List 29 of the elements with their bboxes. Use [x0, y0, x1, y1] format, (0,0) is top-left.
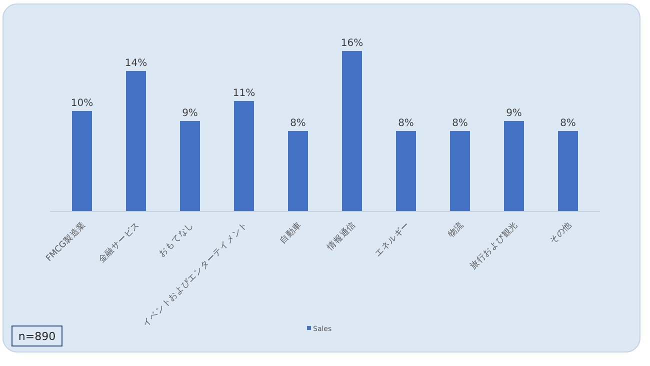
data-label: 14% [124, 58, 148, 69]
data-label: 8% [452, 118, 468, 129]
data-label: 8% [560, 118, 576, 129]
x-tick-label: 情報通信 [324, 219, 358, 254]
bar [72, 111, 92, 211]
bar [180, 121, 200, 211]
bar [396, 131, 416, 211]
bar [342, 51, 362, 211]
data-label: 8% [290, 118, 306, 129]
bar [126, 71, 146, 211]
x-tick-label: その他 [547, 219, 574, 246]
data-label: 9% [182, 108, 198, 119]
bar [504, 121, 524, 211]
bar [234, 101, 254, 211]
data-label: 10% [70, 98, 94, 109]
x-tick-label: おもてなし [157, 220, 196, 259]
data-label: 8% [398, 118, 414, 129]
x-tick-label: 旅行および観光 [468, 219, 520, 272]
bar [450, 131, 470, 211]
x-tick-label: エネルギー [372, 219, 412, 259]
bar [288, 131, 308, 211]
text: n=890 [18, 330, 56, 343]
data-label: 11% [232, 88, 256, 99]
data-label: 16% [340, 38, 364, 49]
bar [558, 131, 578, 211]
x-tick-label: 物流 [446, 219, 466, 240]
data-label: 9% [506, 108, 522, 119]
x-tick-label: 自動車 [277, 219, 304, 246]
x-tick-label: 金融サービス [96, 219, 142, 266]
